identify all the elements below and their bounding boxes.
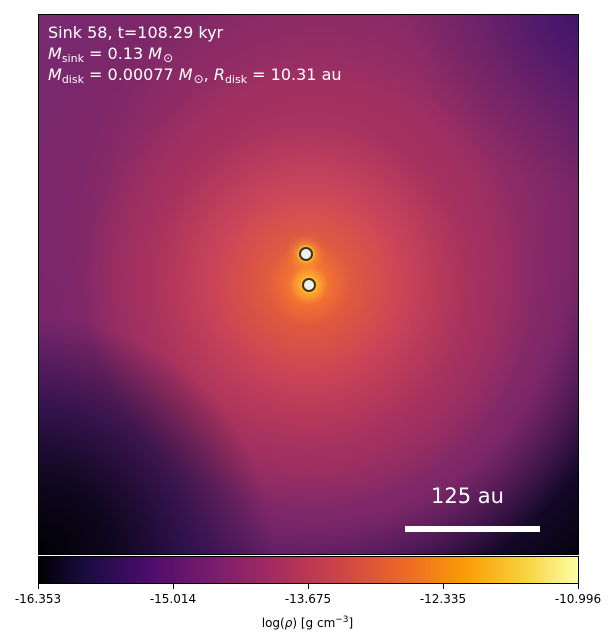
solar-mass-symbol-1: M	[148, 44, 163, 63]
colorbar-label-close: ]	[348, 616, 354, 630]
annotation-title: Sink 58, t=108.29 kyr	[48, 23, 224, 42]
colorbar-tick-label-4: -12.335	[419, 592, 467, 606]
colorbar-label-suffix: ) [g cm	[292, 616, 336, 630]
colorbar-tick-mark-1	[38, 584, 39, 589]
disk-radius-symbol: R	[213, 65, 225, 84]
solar-subscript-1: ⊙	[163, 51, 174, 65]
colorbar-tick-label-5: -10.996	[554, 592, 602, 606]
colorbar-tick-mark-2	[173, 584, 174, 589]
sink-marker-1	[299, 247, 313, 261]
colorbar-tick-mark-3	[308, 584, 309, 589]
scale-bar	[405, 526, 540, 532]
scale-bar-label: 125 au	[431, 484, 504, 508]
colorbar	[38, 556, 579, 584]
disk-radius-value: = 10.31 au	[247, 65, 342, 84]
colorbar-label-prefix: log(	[261, 616, 285, 630]
disk-radius-subscript: disk	[224, 73, 248, 86]
disk-mass-symbol: M	[48, 65, 62, 84]
disk-mass-value: = 0.00077	[83, 65, 179, 84]
colorbar-tick-mark-4	[443, 584, 444, 589]
colorbar-label-power: −3	[335, 615, 349, 625]
colorbar-tick-label-3: -13.675	[284, 592, 332, 606]
colorbar-tick-label-1: -16.353	[14, 592, 62, 606]
annotation-sink-mass: Msink = 0.13 M⊙	[48, 43, 173, 69]
sink-mass-symbol: M	[48, 44, 62, 63]
density-map: Sink 58, t=108.29 kyr Msink = 0.13 M⊙ Md…	[38, 14, 579, 555]
colorbar-tick-label-2: -15.014	[149, 592, 197, 606]
solar-subscript-2: ⊙	[193, 72, 204, 86]
sink-mass-subscript: sink	[61, 52, 84, 65]
sink-marker-2	[302, 278, 316, 292]
colorbar-label: log(ρ) [g cm−3]	[0, 612, 615, 631]
colorbar-tick-mark-5	[578, 584, 579, 589]
annotation-disk-properties: Mdisk = 0.00077 M⊙, Rdisk = 10.31 au	[48, 64, 342, 90]
sink-mass-value: = 0.13	[83, 44, 149, 63]
annotation-comma: ,	[203, 65, 214, 84]
disk-mass-subscript: disk	[61, 73, 84, 86]
colorbar-label-symbol: ρ	[284, 616, 293, 630]
solar-mass-symbol-2: M	[178, 65, 193, 84]
